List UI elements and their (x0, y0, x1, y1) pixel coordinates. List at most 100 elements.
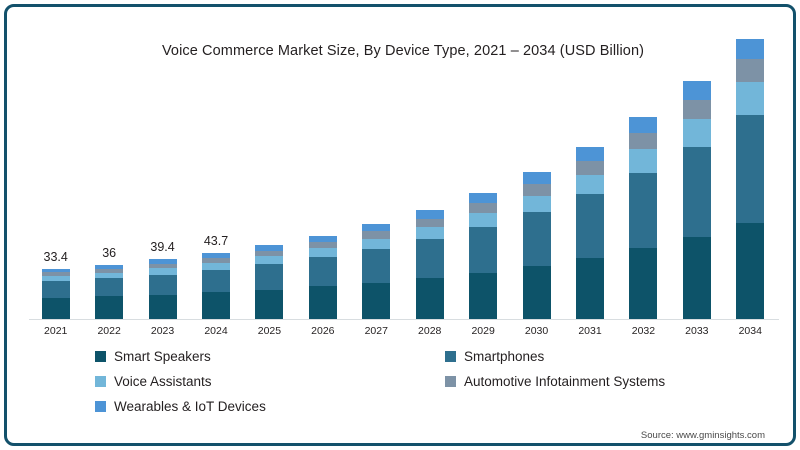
legend-row: Voice Assistants Automotive Infotainment… (95, 374, 755, 399)
x-axis-tick-label: 2028 (418, 325, 442, 337)
legend-item-automotive-infotainment-systems[interactable]: Automotive Infotainment Systems (445, 374, 665, 389)
bar-segment[interactable] (362, 231, 391, 239)
legend-swatch-icon (95, 351, 106, 362)
bar-segment[interactable] (255, 256, 284, 265)
bar-segment[interactable] (682, 99, 711, 120)
bar-column[interactable] (469, 192, 498, 319)
bar-segment[interactable] (95, 272, 124, 279)
bar-segment[interactable] (41, 276, 70, 282)
bar-segment[interactable] (522, 265, 551, 319)
bar-segment[interactable] (736, 115, 765, 223)
bar-segment[interactable] (576, 146, 604, 161)
bar-segment[interactable] (362, 249, 391, 283)
bar-segment[interactable] (255, 245, 284, 251)
bar-segment[interactable] (469, 203, 498, 213)
bar-segment[interactable] (308, 235, 337, 242)
bar-segment[interactable] (736, 39, 765, 60)
bar-column[interactable] (308, 235, 337, 319)
bar-segment[interactable] (469, 272, 498, 319)
legend-item-voice-assistants[interactable]: Voice Assistants (95, 374, 445, 389)
bar-segment[interactable] (308, 286, 337, 319)
bar-column[interactable] (522, 172, 551, 319)
bar-segment[interactable] (415, 278, 444, 319)
bar-segment[interactable] (202, 258, 230, 263)
bar-segment[interactable] (736, 82, 765, 116)
bar-segment[interactable] (736, 59, 765, 83)
bar-segment[interactable] (148, 274, 177, 295)
bar-segment[interactable] (682, 146, 711, 237)
bar-column[interactable]: 39.4 (148, 240, 177, 319)
bar-segment[interactable] (469, 227, 498, 273)
bar-segment[interactable] (41, 281, 70, 298)
bar-segment[interactable] (255, 264, 284, 290)
bar-segment[interactable] (629, 149, 658, 173)
bar-segment[interactable] (95, 296, 124, 319)
bar-segment[interactable] (308, 248, 337, 258)
bar-segment[interactable] (576, 160, 604, 175)
x-axis-tick-label: 2021 (44, 325, 68, 337)
bar-segment[interactable] (362, 238, 391, 250)
chart-title: Voice Commerce Market Size, By Device Ty… (161, 43, 645, 59)
bar-segment[interactable] (576, 174, 604, 195)
bar-column[interactable]: 36 (95, 246, 124, 319)
bar-segment[interactable] (41, 268, 70, 273)
bar-column[interactable] (415, 209, 444, 319)
bar-segment[interactable] (522, 172, 551, 184)
bar-segment[interactable] (95, 264, 124, 269)
bar-segment[interactable] (202, 262, 230, 270)
bar-segment[interactable] (629, 116, 658, 134)
bar-segment[interactable] (682, 119, 711, 147)
bar-segment[interactable] (148, 263, 177, 269)
bar-segment[interactable] (148, 259, 177, 264)
bar-segment[interactable] (41, 272, 70, 277)
bar-segment[interactable] (148, 268, 177, 275)
bar-segment[interactable] (308, 241, 337, 249)
bar-column[interactable] (255, 245, 284, 319)
bar-segment[interactable] (576, 194, 604, 258)
bar-value-label: 33.4 (43, 249, 68, 264)
x-axis-tick-label: 2027 (364, 325, 388, 337)
bar-segment[interactable] (362, 282, 391, 319)
bar-segment[interactable] (522, 212, 551, 266)
bar-segment[interactable] (629, 133, 658, 150)
bar-column[interactable] (629, 116, 658, 319)
bar-segment[interactable] (576, 257, 604, 319)
bar-segment[interactable] (736, 222, 765, 319)
bar-segment[interactable] (95, 268, 124, 273)
bar-segment[interactable] (202, 292, 230, 319)
bar-segment[interactable] (308, 257, 337, 287)
bar-segment[interactable] (682, 81, 711, 100)
bar-segment[interactable] (629, 248, 658, 319)
bar-column[interactable] (362, 224, 391, 319)
bar-column[interactable]: 43.7 (202, 234, 230, 319)
chart-frame: Voice Commerce Market Size, By Device Ty… (4, 4, 796, 446)
legend-item-wearables-iot-devices[interactable]: Wearables & IoT Devices (95, 399, 445, 414)
bar-column[interactable] (682, 81, 711, 319)
bar-segment[interactable] (202, 252, 230, 259)
bar-segment[interactable] (469, 212, 498, 228)
bar-segment[interactable] (415, 218, 444, 228)
bar-segment[interactable] (362, 224, 391, 232)
legend-item-smartphones[interactable]: Smartphones (445, 349, 544, 364)
bar-segment[interactable] (202, 269, 230, 293)
bar-segment[interactable] (415, 239, 444, 279)
bar-column[interactable] (736, 39, 765, 319)
legend-swatch-icon (95, 401, 106, 412)
bar-segment[interactable] (522, 183, 551, 196)
bar-segment[interactable] (255, 250, 284, 257)
bar-segment[interactable] (682, 236, 711, 319)
bar-segment[interactable] (415, 227, 444, 240)
bar-column[interactable]: 33.4 (41, 250, 70, 319)
bar-segment[interactable] (148, 294, 177, 319)
bar-segment[interactable] (41, 297, 70, 319)
bar-column[interactable] (576, 146, 604, 319)
x-axis-tick-label: 2023 (150, 325, 175, 337)
x-axis-tick-label: 2026 (311, 325, 335, 337)
legend-item-smart-speakers[interactable]: Smart Speakers (95, 349, 445, 364)
bar-segment[interactable] (95, 278, 124, 297)
bar-segment[interactable] (469, 192, 498, 204)
bar-segment[interactable] (415, 209, 444, 219)
bar-segment[interactable] (522, 195, 551, 213)
bar-segment[interactable] (255, 289, 284, 319)
bar-segment[interactable] (629, 172, 658, 249)
